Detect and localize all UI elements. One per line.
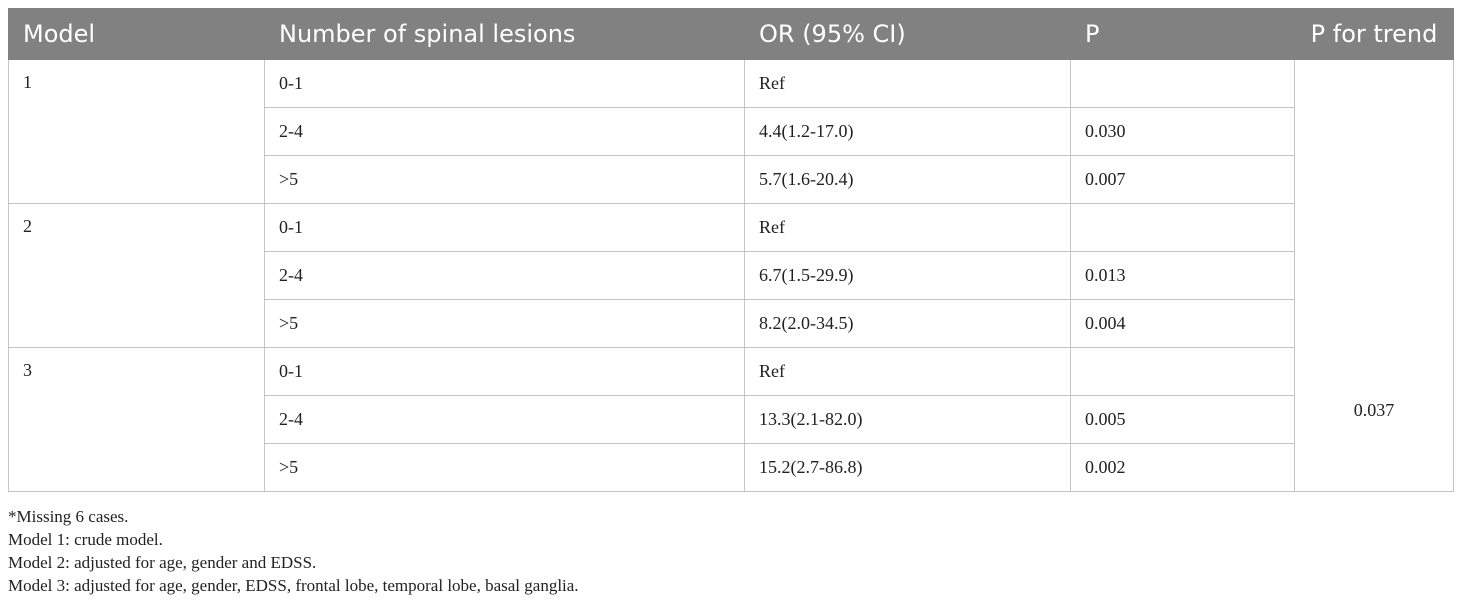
or-cell: 4.4(1.2-17.0) — [744, 107, 1071, 156]
footnote-model-1: Model 1: crude model. — [8, 530, 163, 549]
lesions-cell: 0-1 — [264, 59, 745, 108]
header-p: P — [1070, 8, 1295, 60]
header-p-trend: P for trend — [1294, 8, 1454, 60]
lesions-cell: 2-4 — [264, 107, 745, 156]
table-row: 2 0-1 Ref — [8, 203, 1454, 348]
p-trend-value: 0.037 — [1353, 400, 1395, 420]
footnote-missing: *Missing 6 cases. — [8, 507, 129, 526]
table-row: 2-4 6.7(1.5-29.9) 0.013 — [9, 251, 1454, 300]
p-cell: 0.030 — [1070, 107, 1295, 156]
lesions-cell: 2-4 — [264, 395, 745, 444]
footnote-model-3: Model 3: adjusted for age, gender, EDSS,… — [8, 576, 579, 595]
or-cell: Ref — [744, 347, 1071, 396]
lesions-cell: >5 — [264, 443, 745, 492]
model-cell: 1 — [8, 59, 265, 204]
p-trend-cell: 0.037 — [1294, 59, 1454, 492]
table-row: >5 5.7(1.6-20.4) 0.007 — [9, 155, 1454, 204]
table-row: >5 8.2(2.0-34.5) 0.004 — [9, 299, 1454, 348]
p-cell — [1070, 203, 1295, 252]
or-cell: 13.3(2.1-82.0) — [744, 395, 1071, 444]
or-cell: 15.2(2.7-86.8) — [744, 443, 1071, 492]
table-footnotes: *Missing 6 cases. Model 1: crude model. … — [8, 505, 579, 597]
p-cell: 0.004 — [1070, 299, 1295, 348]
header-row: Model Number of spinal lesions OR (95% C… — [8, 8, 1454, 60]
or-cell: Ref — [744, 59, 1071, 108]
table-row: 2-4 4.4(1.2-17.0) 0.030 — [9, 107, 1454, 156]
header-or: OR (95% CI) — [744, 8, 1071, 60]
lesions-cell: 0-1 — [264, 347, 745, 396]
p-cell: 0.002 — [1070, 443, 1295, 492]
model-cell: 3 — [8, 347, 265, 492]
lesions-cell: 2-4 — [264, 251, 745, 300]
or-cell: Ref — [744, 203, 1071, 252]
results-table: Model Number of spinal lesions OR (95% C… — [8, 8, 1454, 492]
or-cell: 6.7(1.5-29.9) — [744, 251, 1071, 300]
header-model: Model — [8, 8, 265, 60]
table-row: >5 15.2(2.7-86.8) 0.002 — [9, 443, 1454, 492]
p-cell — [1070, 347, 1295, 396]
lesions-cell: >5 — [264, 299, 745, 348]
lesions-cell: >5 — [264, 155, 745, 204]
table-row: 2-4 13.3(2.1-82.0) 0.005 — [9, 395, 1454, 444]
footnote-model-2: Model 2: adjusted for age, gender and ED… — [8, 553, 317, 572]
table-row: 3 0-1 Ref — [8, 347, 1454, 492]
header-lesions: Number of spinal lesions — [264, 8, 745, 60]
p-cell: 0.007 — [1070, 155, 1295, 204]
model-cell: 2 — [8, 203, 265, 348]
p-cell: 0.005 — [1070, 395, 1295, 444]
p-cell — [1070, 59, 1295, 108]
or-cell: 8.2(2.0-34.5) — [744, 299, 1071, 348]
p-cell: 0.013 — [1070, 251, 1295, 300]
lesions-cell: 0-1 — [264, 203, 745, 252]
or-cell: 5.7(1.6-20.4) — [744, 155, 1071, 204]
table-row: 1 0-1 Ref 0.037 — [8, 59, 1454, 492]
